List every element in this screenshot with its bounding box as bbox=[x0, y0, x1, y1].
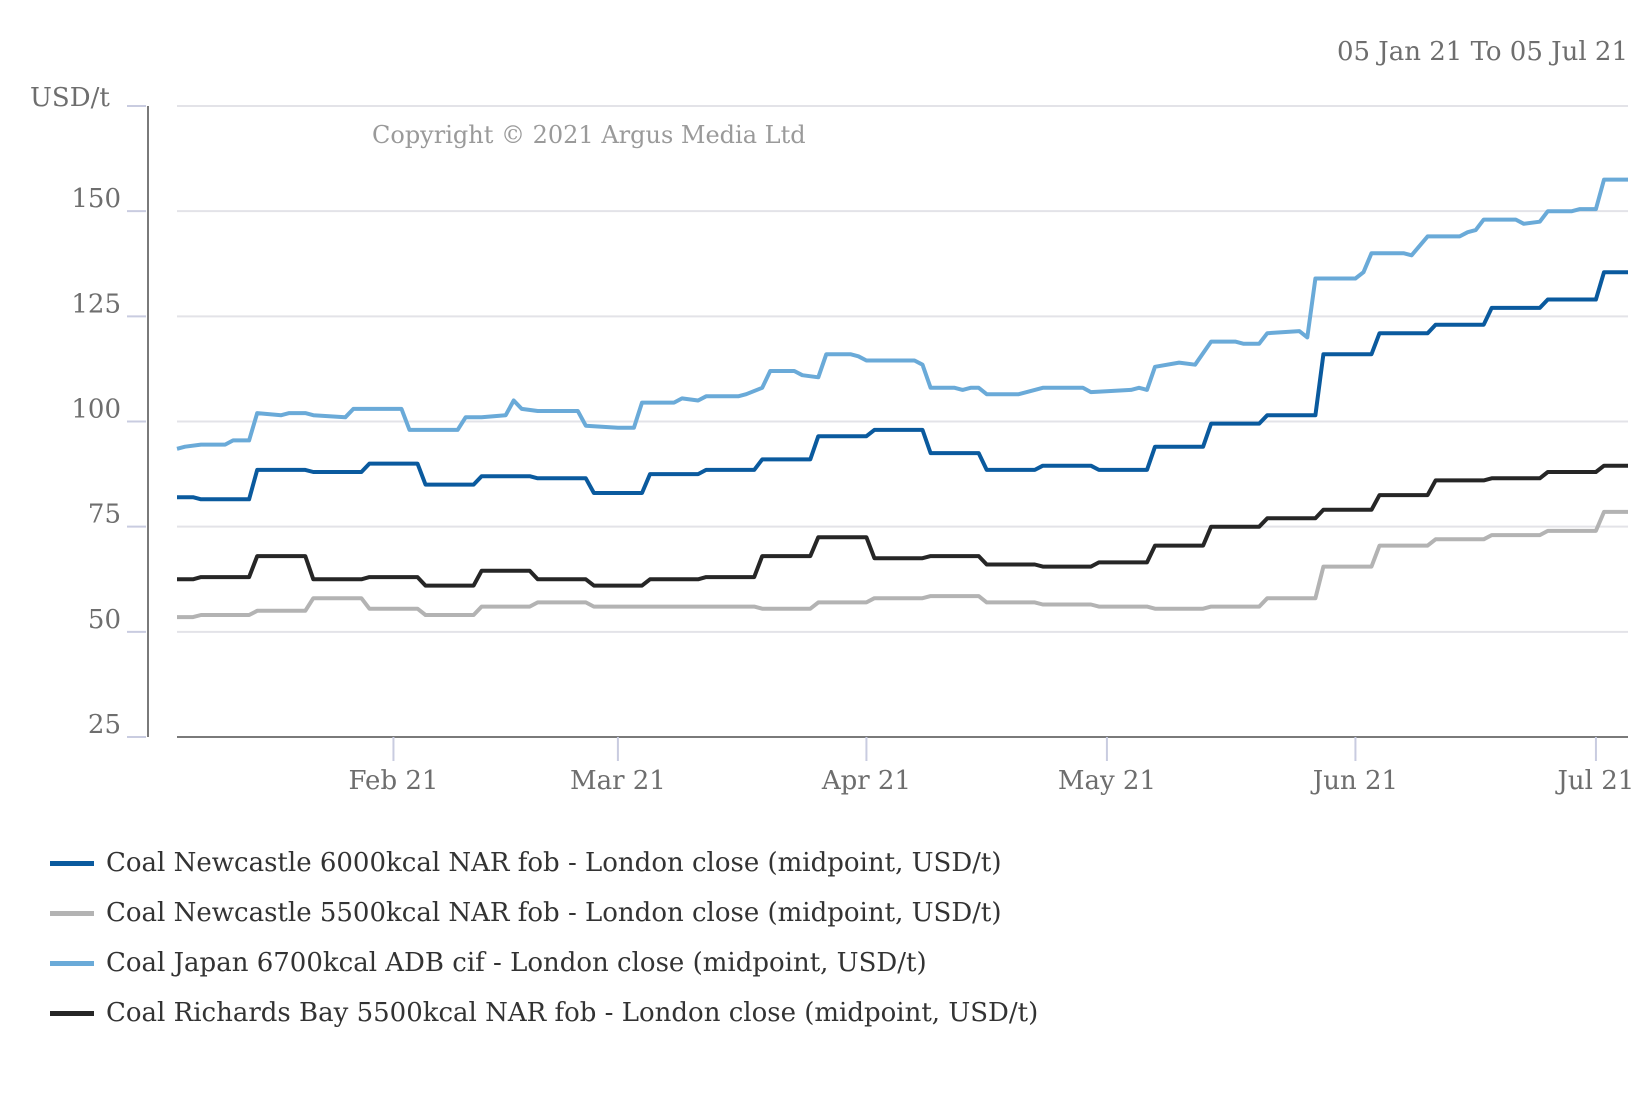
x-tick-label: Jul 21 bbox=[1555, 766, 1635, 796]
legend-label: Coal Newcastle 6000kcal NAR fob - London… bbox=[106, 848, 1002, 878]
legend-swatch bbox=[50, 960, 94, 966]
series-lines bbox=[176, 177, 1628, 620]
x-tick-label: Apr 21 bbox=[821, 766, 911, 796]
series-line-4 bbox=[177, 463, 1628, 588]
date-range-label: 05 Jan 21 To 05 Jul 21 bbox=[1337, 37, 1628, 67]
legend-label: Coal Japan 6700kcal ADB cif - London clo… bbox=[106, 948, 927, 978]
chart-svg: 25 50 75 100 125 150 Feb 21 Mar 21 Apr 21 May 21 J… bbox=[30, 37, 1635, 796]
legend-label: Coal Newcastle 5500kcal NAR fob - London… bbox=[106, 898, 1002, 928]
series-line-1 bbox=[177, 270, 1628, 502]
grid-lines bbox=[177, 105, 1628, 633]
y-axis-unit-label: USD/t bbox=[30, 83, 110, 113]
y-tick-label: 75 bbox=[88, 500, 121, 530]
series-line-3 bbox=[176, 177, 1628, 451]
y-tick-label: 150 bbox=[71, 184, 121, 214]
series-line-2 bbox=[177, 509, 1628, 620]
y-tick-label: 25 bbox=[88, 710, 121, 740]
axes: 25 50 75 100 125 150 Feb 21 Mar 21 Apr 21 May 21 J… bbox=[71, 105, 1635, 796]
legend-item: Coal Newcastle 5500kcal NAR fob - London… bbox=[50, 888, 1038, 938]
x-tick-label: Jun 21 bbox=[1310, 766, 1398, 796]
legend-swatch bbox=[50, 910, 94, 916]
y-tick-label: 100 bbox=[71, 395, 121, 425]
y-tick-label: 125 bbox=[71, 289, 121, 319]
legend: Coal Newcastle 6000kcal NAR fob - London… bbox=[50, 838, 1038, 1038]
legend-label: Coal Richards Bay 5500kcal NAR fob - Lon… bbox=[106, 998, 1039, 1028]
legend-swatch bbox=[50, 860, 94, 866]
x-tick-label: Mar 21 bbox=[570, 766, 666, 796]
y-tick-label: 50 bbox=[88, 605, 121, 635]
legend-swatch bbox=[50, 1010, 94, 1016]
copyright-notice: Copyright © 2021 Argus Media Ltd bbox=[372, 121, 806, 149]
x-tick-label: Feb 21 bbox=[348, 766, 438, 796]
legend-item: Coal Newcastle 6000kcal NAR fob - London… bbox=[50, 838, 1038, 888]
x-tick-label: May 21 bbox=[1058, 766, 1156, 796]
legend-item: Coal Richards Bay 5500kcal NAR fob - Lon… bbox=[50, 988, 1038, 1038]
legend-item: Coal Japan 6700kcal ADB cif - London clo… bbox=[50, 938, 1038, 988]
